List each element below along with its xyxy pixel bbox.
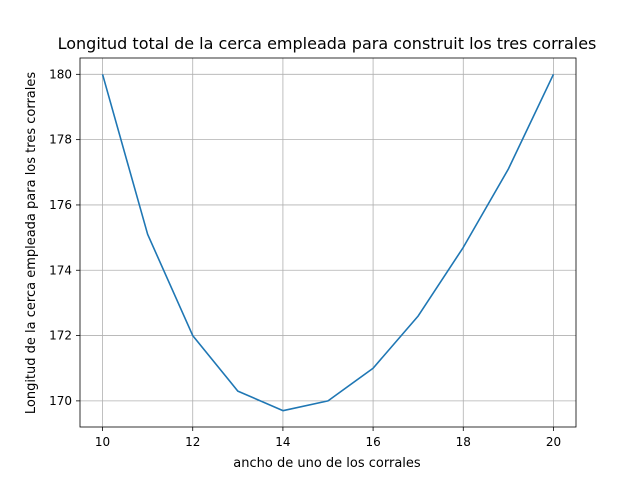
x-tick-label-16: 16 — [365, 435, 380, 449]
y-tick-label-170: 170 — [49, 394, 72, 408]
x-tick-label-18: 18 — [456, 435, 471, 449]
axis-ticks: 10 12 14 16 18 20 170 172 174 176 178 180 — [49, 67, 561, 449]
y-tick-label-174: 174 — [49, 263, 72, 277]
y-tick-label-176: 176 — [49, 198, 72, 212]
plot-area-frame — [79, 57, 577, 428]
y-tick-label-180: 180 — [49, 67, 72, 81]
grid — [80, 58, 576, 427]
x-tick-label-12: 12 — [185, 435, 200, 449]
y-tick-label-178: 178 — [49, 133, 72, 147]
y-axis-label: Longitud de la cerca empleada para los t… — [24, 72, 39, 415]
x-axis-label: ancho de uno de los corrales — [233, 456, 421, 471]
series-line-0 — [101, 73, 555, 412]
x-tick-label-20: 20 — [546, 435, 561, 449]
series-group — [101, 73, 555, 412]
x-tick-label-10: 10 — [95, 435, 110, 449]
chart-title: Longitud total de la cerca empleada para… — [58, 34, 597, 53]
x-tick-label-14: 14 — [275, 435, 290, 449]
y-tick-label-172: 172 — [49, 329, 72, 343]
